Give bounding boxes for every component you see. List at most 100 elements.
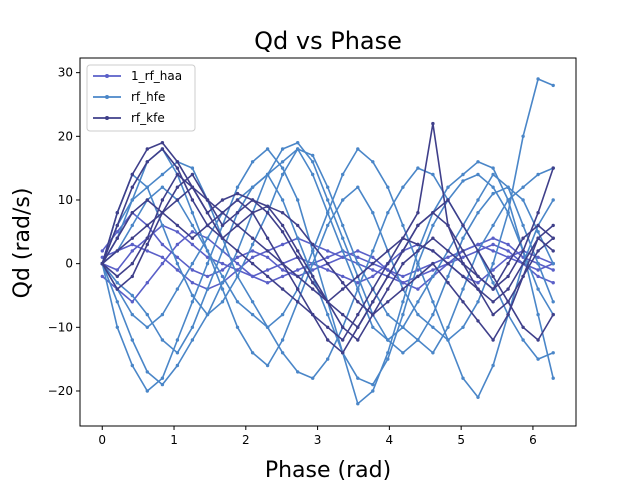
data-point [205, 198, 210, 202]
data-point [265, 325, 270, 329]
data-point [356, 312, 360, 317]
data-point [115, 211, 120, 215]
data-point [250, 300, 255, 304]
data-point [536, 255, 540, 259]
data-point [326, 268, 330, 272]
data-point [476, 395, 480, 399]
data-point [280, 198, 285, 202]
legend-marker-1_rf_haa [105, 74, 109, 78]
data-point [296, 274, 300, 279]
data-point [160, 261, 165, 266]
data-point [115, 236, 120, 240]
data-point [371, 325, 375, 329]
data-point [280, 230, 285, 234]
data-point [130, 261, 134, 266]
data-point [311, 249, 315, 253]
data-point [175, 351, 180, 355]
data-point [265, 236, 270, 240]
data-point [446, 325, 450, 329]
y-tick-label: 0 [65, 257, 73, 271]
data-point [175, 223, 180, 228]
data-point [175, 261, 180, 266]
data-point [371, 255, 375, 259]
data-point [280, 274, 285, 279]
data-point [235, 274, 240, 279]
data-point [431, 249, 435, 253]
data-point [551, 300, 555, 304]
data-point [311, 242, 315, 247]
data-point [341, 281, 345, 285]
data-point [235, 268, 240, 272]
data-point [386, 338, 390, 342]
data-point [356, 249, 360, 253]
data-point [311, 261, 315, 266]
data-point [401, 274, 405, 279]
data-point [371, 261, 375, 266]
data-point [160, 147, 165, 151]
data-point [190, 281, 195, 285]
data-point [536, 268, 540, 272]
data-point [491, 281, 495, 285]
data-point [220, 223, 225, 228]
data-point [296, 141, 300, 145]
data-point [326, 261, 330, 266]
data-point [386, 249, 390, 253]
data-point [296, 249, 300, 253]
data-point [521, 236, 525, 240]
data-point [536, 223, 540, 228]
data-point [160, 338, 165, 342]
data-point [250, 255, 255, 259]
data-point [115, 325, 120, 329]
x-tick-label: 5 [457, 433, 465, 447]
data-point [491, 287, 495, 291]
data-point [220, 268, 225, 272]
data-point [476, 211, 480, 215]
data-point [491, 363, 495, 368]
data-point [506, 211, 510, 215]
data-point [175, 172, 180, 177]
data-point [401, 351, 405, 355]
data-point [506, 300, 510, 304]
data-point [401, 325, 405, 329]
data-point [551, 268, 555, 272]
data-point [100, 274, 105, 279]
data-point [130, 172, 134, 177]
data-point [356, 325, 360, 329]
data-point [551, 166, 555, 170]
data-point [250, 351, 255, 355]
data-point [506, 249, 510, 253]
data-point [476, 319, 480, 323]
data-point [296, 300, 300, 304]
data-point [235, 223, 240, 228]
data-point [431, 300, 435, 304]
data-point [250, 261, 255, 266]
y-tick-label: 20 [58, 129, 73, 143]
legend-box [86, 64, 196, 132]
data-point [235, 185, 240, 189]
data-point [551, 223, 555, 228]
data-point [296, 255, 300, 259]
legend-marker-rf_hfe [105, 95, 109, 99]
data-point [130, 338, 134, 342]
data-point [536, 261, 540, 266]
data-point [145, 281, 149, 285]
data-point [536, 172, 540, 177]
data-point [356, 261, 360, 266]
data-point [371, 274, 375, 279]
data-point [416, 223, 420, 228]
data-point [341, 249, 345, 253]
data-point [145, 312, 149, 317]
data-point [280, 312, 285, 317]
data-point [205, 211, 210, 215]
data-point [190, 172, 195, 177]
data-point [551, 83, 555, 88]
data-point [416, 338, 420, 342]
data-point [326, 198, 330, 202]
data-point [326, 185, 330, 189]
data-point [371, 287, 375, 291]
data-point [551, 376, 555, 380]
data-point [145, 242, 149, 247]
data-point [280, 287, 285, 291]
data-point [190, 300, 195, 304]
data-point [446, 249, 450, 253]
